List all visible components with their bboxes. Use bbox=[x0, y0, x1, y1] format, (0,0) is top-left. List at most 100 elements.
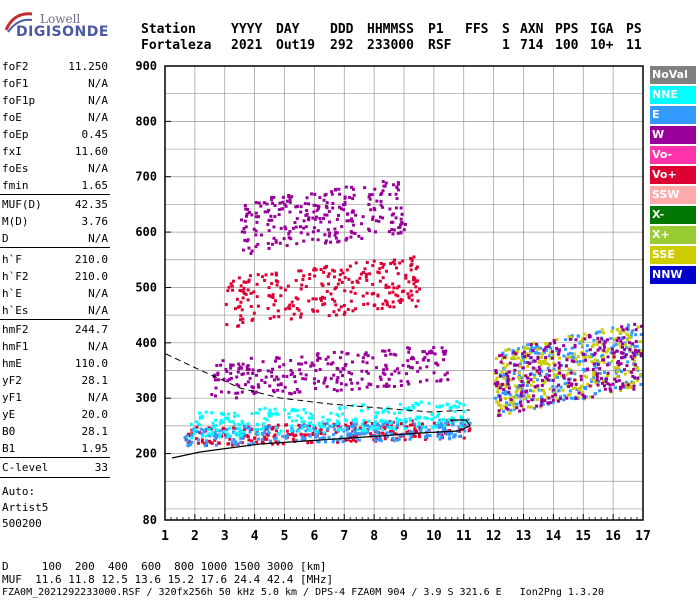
data-point bbox=[501, 374, 505, 378]
data-point bbox=[214, 437, 218, 441]
param-value: 210.0 bbox=[74, 270, 108, 283]
data-point bbox=[297, 269, 301, 273]
data-point bbox=[342, 304, 346, 308]
data-point bbox=[247, 246, 251, 250]
data-point bbox=[419, 426, 423, 430]
data-point bbox=[606, 338, 610, 342]
data-point bbox=[246, 380, 250, 384]
data-point bbox=[333, 227, 337, 231]
data-point bbox=[366, 427, 370, 431]
data-point bbox=[335, 389, 339, 393]
data-point bbox=[598, 330, 602, 334]
data-point bbox=[299, 269, 303, 273]
data-point bbox=[572, 352, 576, 356]
data-point bbox=[343, 438, 347, 442]
data-point bbox=[361, 294, 365, 298]
data-point bbox=[242, 290, 246, 294]
data-point bbox=[453, 410, 457, 414]
data-point bbox=[284, 204, 288, 208]
data-point bbox=[360, 377, 364, 381]
data-point bbox=[278, 201, 282, 205]
data-point bbox=[515, 393, 519, 397]
data-point bbox=[596, 362, 600, 366]
data-point bbox=[279, 226, 283, 230]
data-point bbox=[423, 425, 427, 429]
data-point bbox=[207, 426, 211, 430]
data-point bbox=[371, 264, 375, 268]
data-point bbox=[391, 260, 395, 264]
data-point bbox=[562, 376, 566, 380]
data-point bbox=[253, 428, 257, 432]
data-point bbox=[267, 294, 271, 298]
data-point bbox=[504, 401, 508, 405]
data-point bbox=[367, 419, 371, 423]
data-point bbox=[335, 378, 339, 382]
header-value-p1: RSF bbox=[428, 38, 452, 53]
data-point bbox=[385, 425, 389, 429]
data-point bbox=[341, 271, 345, 275]
data-point bbox=[372, 426, 376, 430]
data-point bbox=[368, 197, 372, 201]
data-point bbox=[339, 388, 343, 392]
data-point bbox=[254, 215, 258, 219]
data-point bbox=[304, 377, 308, 381]
data-point bbox=[513, 395, 517, 399]
data-point bbox=[285, 244, 289, 248]
data-point bbox=[288, 230, 292, 234]
data-point bbox=[318, 216, 322, 220]
data-point bbox=[396, 294, 400, 298]
data-point bbox=[251, 371, 255, 375]
data-point bbox=[341, 440, 345, 444]
data-point bbox=[428, 351, 432, 355]
data-point bbox=[635, 350, 639, 354]
data-point bbox=[287, 236, 291, 240]
data-point bbox=[210, 427, 214, 431]
data-point bbox=[498, 386, 502, 390]
data-point bbox=[629, 370, 633, 374]
data-point bbox=[362, 432, 366, 436]
data-point bbox=[228, 419, 232, 423]
y-tick-label: 800 bbox=[135, 114, 157, 128]
data-point bbox=[334, 231, 338, 235]
data-point bbox=[345, 219, 349, 223]
chart-points bbox=[183, 180, 643, 448]
data-point bbox=[584, 358, 588, 362]
data-point bbox=[340, 428, 344, 432]
data-point bbox=[581, 393, 585, 397]
data-point bbox=[339, 425, 343, 429]
data-point bbox=[634, 339, 638, 343]
data-point bbox=[211, 430, 215, 434]
data-point bbox=[639, 324, 643, 328]
data-point bbox=[334, 236, 338, 240]
data-point bbox=[361, 215, 365, 219]
data-point bbox=[306, 218, 310, 222]
data-point bbox=[312, 210, 316, 214]
data-point bbox=[557, 368, 561, 372]
data-point bbox=[384, 408, 388, 412]
data-point bbox=[506, 374, 510, 378]
data-point bbox=[360, 403, 364, 407]
data-point bbox=[323, 436, 327, 440]
data-point bbox=[562, 398, 566, 402]
data-point bbox=[311, 230, 315, 234]
data-point bbox=[636, 378, 640, 382]
data-point bbox=[396, 272, 400, 276]
data-point bbox=[298, 425, 302, 429]
data-point bbox=[553, 363, 557, 367]
data-point bbox=[332, 422, 336, 426]
data-point bbox=[517, 394, 521, 398]
data-point bbox=[504, 406, 508, 410]
data-point bbox=[516, 386, 520, 390]
data-point bbox=[559, 395, 563, 399]
data-point bbox=[553, 341, 557, 345]
data-point bbox=[388, 291, 392, 295]
data-point bbox=[196, 422, 200, 426]
data-point bbox=[504, 356, 508, 360]
data-point bbox=[390, 426, 394, 430]
data-point bbox=[388, 207, 392, 211]
data-point bbox=[555, 346, 559, 350]
data-point bbox=[257, 437, 261, 441]
data-point bbox=[432, 371, 436, 375]
data-point bbox=[579, 339, 583, 343]
data-point bbox=[274, 239, 278, 243]
